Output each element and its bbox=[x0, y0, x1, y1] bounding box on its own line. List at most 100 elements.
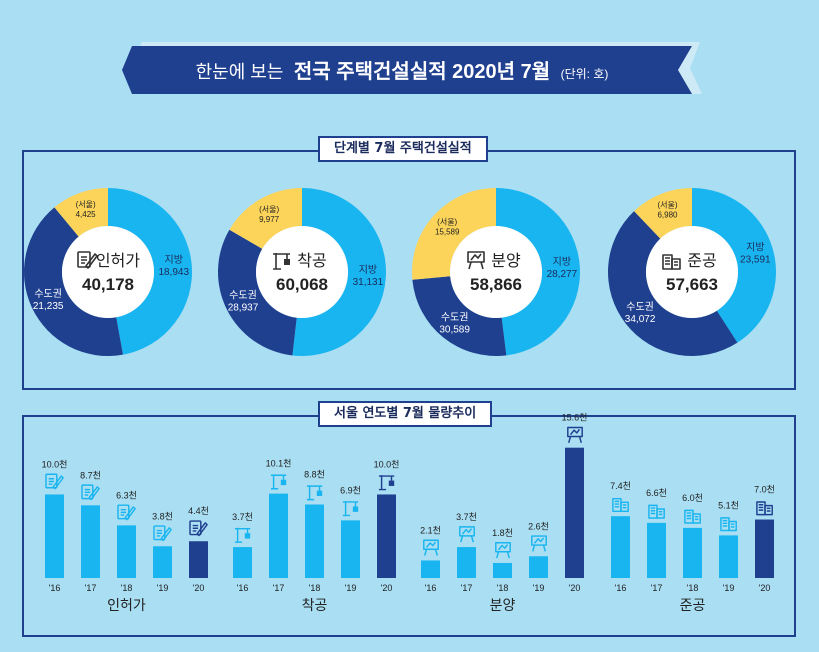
donut-slice-seoul bbox=[412, 188, 496, 280]
building-icon bbox=[720, 517, 737, 532]
document-pen-icon bbox=[81, 484, 100, 501]
icon-pen bbox=[124, 506, 136, 521]
icon-tower bbox=[684, 509, 694, 524]
icon-lines bbox=[84, 488, 91, 496]
group-label: 분양 bbox=[490, 597, 516, 613]
banner-prefix: 한눈에 보는 bbox=[196, 62, 284, 82]
donut-hole bbox=[256, 226, 348, 318]
x-tick-label: '17 bbox=[273, 583, 285, 593]
donut-regional-label: 지방 bbox=[553, 256, 571, 268]
donut-hole bbox=[450, 226, 542, 318]
donut-seoul-label: (서울) bbox=[76, 200, 96, 209]
bar bbox=[493, 562, 512, 578]
donut-seoul-value: 6,980 bbox=[657, 211, 678, 220]
icon-crane-frame bbox=[378, 475, 395, 491]
donut-seoul-value: 9,977 bbox=[259, 215, 280, 224]
x-tick-label: '20 bbox=[193, 583, 205, 593]
bar bbox=[421, 560, 440, 578]
x-tick-label: '16 bbox=[425, 583, 437, 593]
building-icon bbox=[662, 254, 681, 270]
bar-value-label: 1.8천 bbox=[492, 528, 513, 538]
title-banner: 한눈에 보는 전국 주택건설실적 2020년 7월 (단위: 호) bbox=[122, 42, 702, 94]
x-tick-label: '16 bbox=[237, 583, 249, 593]
bar bbox=[269, 493, 288, 578]
signpost-icon bbox=[567, 426, 583, 443]
bar-value-label: 10.0천 bbox=[42, 459, 68, 469]
icon-tower bbox=[756, 501, 766, 516]
icon-crane-frame bbox=[273, 253, 290, 270]
bar-value-label: 8.8천 bbox=[304, 469, 325, 479]
donut-seoul-label: (서울) bbox=[437, 218, 457, 227]
icon-tower bbox=[720, 517, 730, 532]
donut-stage-label: 준공 bbox=[687, 253, 716, 270]
donut-regional-value: 23,591 bbox=[740, 254, 771, 265]
donut-regional-label: 지방 bbox=[165, 254, 183, 266]
icon-annex bbox=[764, 504, 773, 516]
icon-annex bbox=[620, 501, 629, 513]
bar-value-label: 2.6천 bbox=[528, 521, 549, 531]
signpost-icon bbox=[423, 539, 439, 556]
bar bbox=[719, 535, 738, 578]
donut-regional-value: 18,943 bbox=[158, 267, 189, 278]
x-tick-label: '18 bbox=[121, 583, 133, 593]
donut-stage-label: 인허가 bbox=[96, 252, 140, 270]
bar bbox=[529, 556, 548, 578]
icon-tower bbox=[612, 497, 622, 513]
icon-lines bbox=[192, 524, 199, 532]
bar bbox=[457, 547, 476, 578]
icon-crane-frame bbox=[234, 527, 251, 543]
crane-icon bbox=[378, 475, 395, 491]
icon-board bbox=[467, 251, 485, 270]
donut-slice-capital bbox=[608, 211, 738, 356]
icon-trend bbox=[497, 544, 509, 551]
donut-capital-label: 수도권 bbox=[626, 301, 654, 313]
donut-capital-label: 수도권 bbox=[229, 290, 257, 302]
bar bbox=[755, 519, 774, 578]
icon-windows bbox=[686, 512, 699, 521]
donut-capital-value: 21,235 bbox=[33, 301, 64, 312]
icon-trend bbox=[461, 528, 473, 535]
group-label: 인허가 bbox=[107, 597, 146, 613]
group-label: 착공 bbox=[302, 597, 328, 613]
donut-slice-seoul bbox=[229, 188, 302, 249]
bar-value-label: 2.1천 bbox=[420, 525, 441, 535]
donut-slice-regional bbox=[292, 188, 386, 356]
donut-hole bbox=[62, 226, 154, 318]
icon-board bbox=[531, 535, 547, 552]
group-label: 준공 bbox=[680, 597, 706, 613]
icon-pen bbox=[160, 527, 172, 542]
bar bbox=[153, 546, 172, 578]
bar bbox=[233, 547, 252, 578]
signpost-icon bbox=[467, 251, 485, 270]
donut-slice-regional bbox=[496, 188, 580, 356]
x-tick-label: '20 bbox=[381, 583, 393, 593]
donut-total: 58,866 bbox=[470, 275, 522, 294]
crane-icon bbox=[273, 253, 290, 270]
donut-total: 40,178 bbox=[82, 275, 134, 294]
donut-regional-value: 31,131 bbox=[353, 277, 384, 288]
icon-lines bbox=[81, 256, 87, 264]
icon-pen bbox=[52, 475, 64, 490]
icon-annex bbox=[656, 508, 665, 519]
document-pen-icon bbox=[153, 525, 172, 542]
bar-value-label: 6.0천 bbox=[682, 493, 703, 503]
donut-regional-label: 지방 bbox=[746, 241, 764, 253]
icon-crane-load bbox=[284, 259, 290, 265]
bar-value-label: 8.7천 bbox=[80, 470, 101, 480]
bar bbox=[565, 447, 584, 578]
icon-board bbox=[423, 539, 439, 556]
bar-value-label: 6.6천 bbox=[646, 488, 667, 498]
x-tick-label: '18 bbox=[497, 583, 509, 593]
bar bbox=[377, 494, 396, 578]
icon-pen bbox=[88, 486, 100, 501]
icon-annex bbox=[728, 520, 737, 532]
donut-capital-value: 34,072 bbox=[625, 314, 656, 325]
bar bbox=[683, 527, 702, 578]
donut-capital-value: 30,589 bbox=[439, 324, 470, 335]
donut-capital-label: 수도권 bbox=[441, 311, 469, 323]
bar-value-label: 3.7천 bbox=[456, 512, 477, 522]
icon-board bbox=[459, 526, 475, 543]
donut-hole bbox=[646, 226, 738, 318]
donut-regional-label: 지방 bbox=[359, 264, 377, 276]
